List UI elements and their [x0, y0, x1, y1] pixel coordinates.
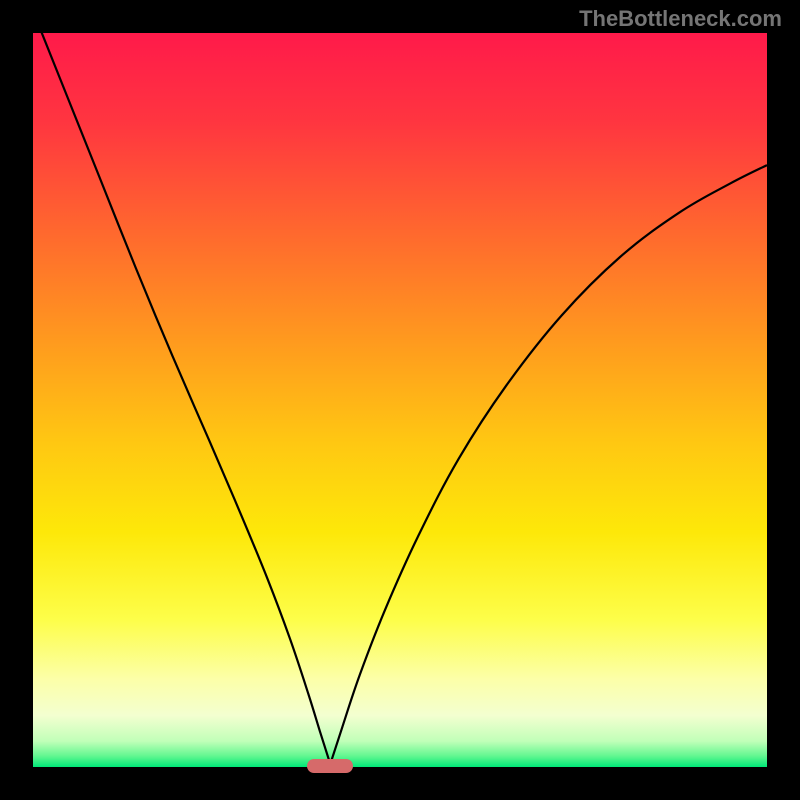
optimal-marker: [307, 759, 353, 773]
bottleneck-curve: [33, 33, 767, 764]
plot-area: [33, 33, 767, 767]
watermark-text: TheBottleneck.com: [579, 6, 782, 32]
curve-svg: [33, 33, 767, 767]
